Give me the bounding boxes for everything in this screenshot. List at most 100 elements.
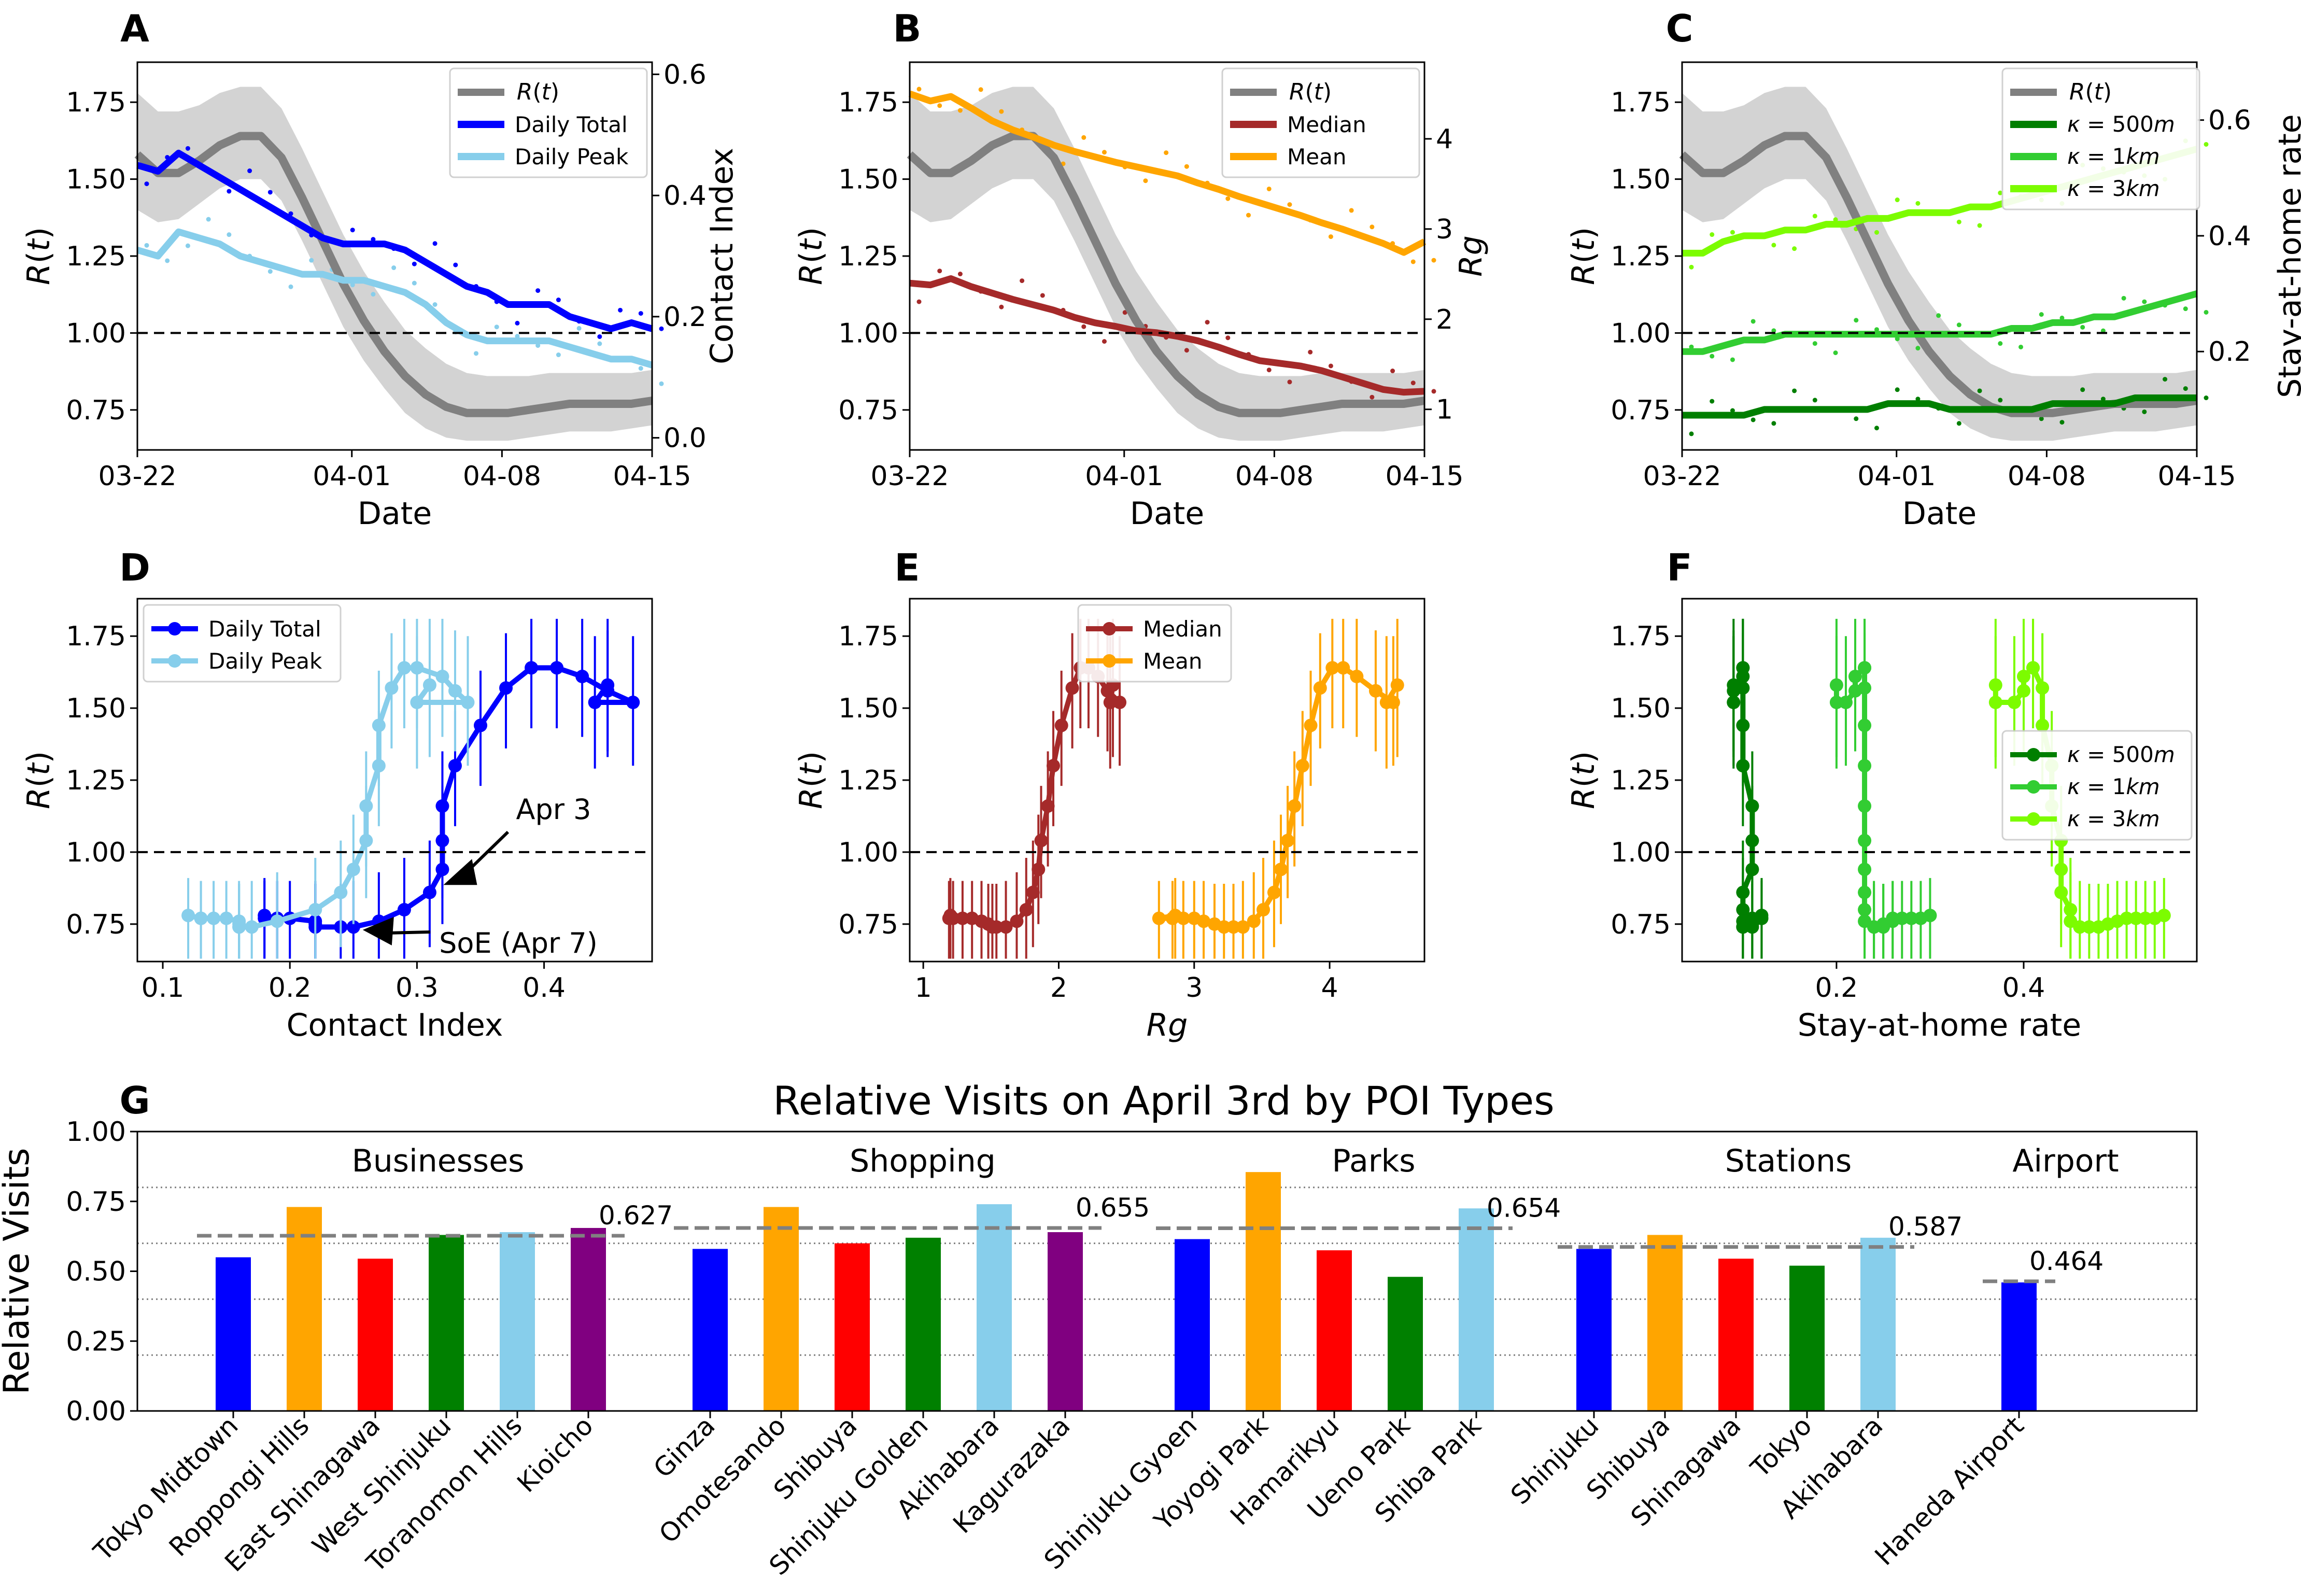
series-dot [432,241,437,246]
series-point [1313,681,1327,695]
series-point [1736,759,1750,773]
series-point [1046,759,1060,773]
series-point [1895,911,1909,925]
series-point [601,684,615,698]
x-tick-label: 03-22 [98,461,176,492]
series-dot [2163,377,2168,382]
bar [764,1207,799,1411]
y-tick-label: 1.00 [66,318,126,349]
x-tick-label: 04-01 [313,461,391,492]
legend-label: Median [1287,112,1366,137]
series-point [346,863,360,877]
series-dot [185,146,190,151]
series-point [422,678,436,692]
y2-tick-label: 0.6 [664,59,707,90]
series-dot [1287,379,1292,385]
x-tick-label: 03-22 [1643,461,1721,492]
series-point [397,661,411,675]
series-dot [227,189,232,194]
y-tick-label: 1.25 [838,765,898,796]
legend-label: Mean [1143,648,1202,674]
series-dot [2080,387,2085,392]
bar [1388,1277,1423,1411]
series-dot [1370,224,1375,230]
series-point [359,834,373,848]
series-dot [1710,232,1715,237]
x-tick-label: 4 [1321,972,1338,1004]
bar-category-label: Omotesando [653,1410,792,1549]
series-point [1350,670,1364,683]
bar [977,1204,1012,1411]
series-point [2016,670,2030,683]
y-axis-label: R(t) [793,227,829,285]
series-dot [350,228,355,233]
series-point [2120,911,2134,925]
y-tick-label: 1.25 [1611,241,1671,272]
series-point [372,759,386,773]
legend-label: Daily Total [515,112,628,137]
rt-confidence-band [1682,87,2197,441]
legend-marker [2027,780,2040,794]
series-dot [937,103,942,108]
x-tick-label: 0.3 [396,972,439,1004]
bar-group: Airport Haneda Airport 0.464 [1869,1143,2119,1571]
series-dot [2059,420,2065,425]
series-dot [371,292,376,297]
annotation-label: Apr 3 [516,793,591,826]
series-dot [1751,319,1756,324]
series-dot [535,343,541,348]
series-dot [1895,197,1900,203]
series-line [136,149,653,332]
series-point [346,920,360,934]
series-dot [1854,416,1859,421]
y-tick-label: 0.00 [66,1396,126,1427]
series-dot [1689,344,1694,349]
series-dot [1915,201,1921,206]
y2-tick-label: 1 [1436,394,1453,426]
series-dot [1812,341,1817,346]
series-dot [350,283,355,288]
x-tick-label: 04-15 [1385,461,1463,492]
y-tick-label: 0.75 [66,1187,126,1218]
series-point [474,718,487,732]
series-dot [1915,346,1921,351]
y-tick-label: 1.50 [1611,164,1671,195]
series-dot [247,168,252,174]
y-axis-label: R(t) [1565,751,1602,809]
x-axis-label: Date [358,496,432,532]
rt-line [907,132,1425,417]
series-dot [1287,202,1292,207]
series-dot [1895,336,1900,342]
series-dot [1956,421,1961,426]
series-point [385,681,399,695]
series-dot [999,304,1004,309]
series-dot [1328,363,1333,369]
series-dot [1431,258,1436,263]
series-point [308,903,322,916]
series-point [270,914,284,928]
panel-letter: E [894,546,920,589]
legend-label: κ = 1km [2067,774,2160,799]
series-point [2064,903,2078,916]
series-point [965,911,979,925]
series-dot [2183,306,2188,312]
y-axis-label: R(t) [21,227,57,285]
y-tick-label: 1.25 [838,241,898,272]
x-tick-label: 04-08 [2008,461,2086,492]
series-dot [515,334,520,339]
series-point [1858,885,1872,899]
series-dot [937,269,942,274]
series-point [999,920,1013,934]
series-point [1923,909,1937,923]
series-point [207,911,221,925]
series-point [1736,661,1750,675]
series-dot [1730,408,1735,413]
series-dot [1266,368,1272,373]
series-point [1010,914,1024,928]
x-tick-label: 04-01 [1857,461,1936,492]
series-dot [2100,397,2106,402]
y2-tick-label: 0.6 [2208,105,2251,136]
series-point [1034,834,1048,848]
group-label: Airport [2012,1143,2119,1179]
annotation-label: SoE (Apr 7) [439,927,598,959]
